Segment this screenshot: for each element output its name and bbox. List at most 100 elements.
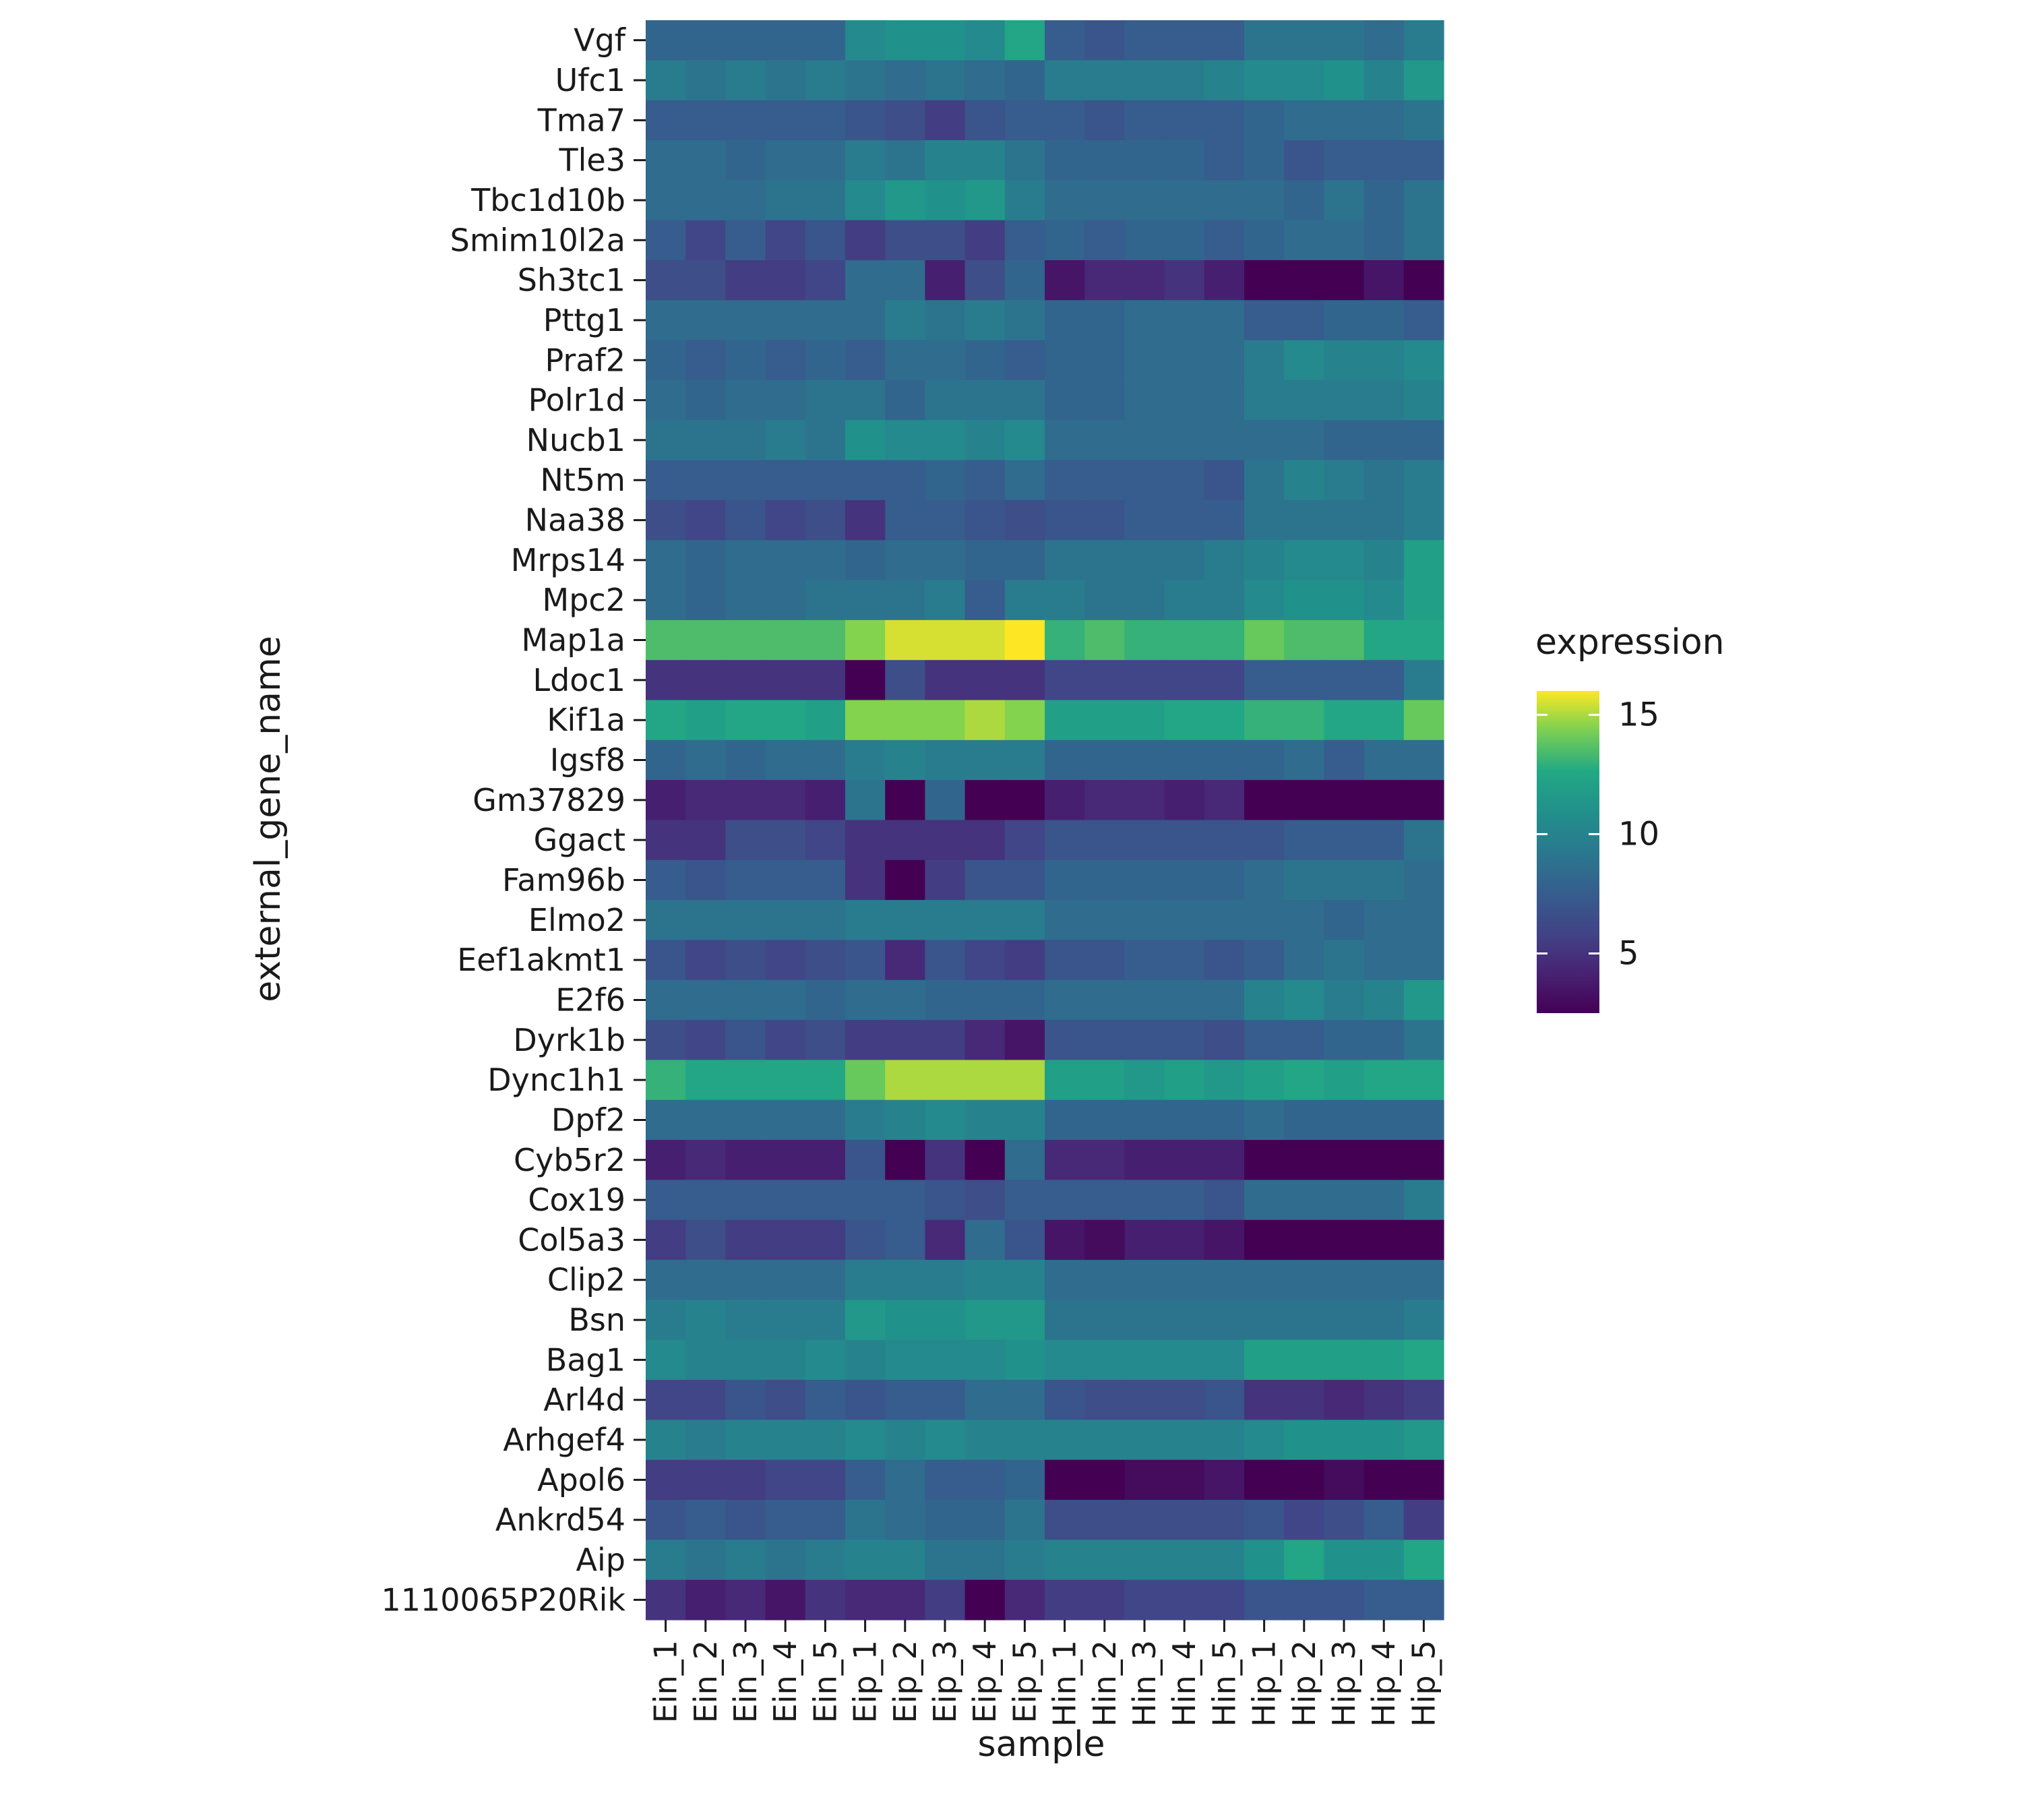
heatmap-cell: [1204, 780, 1245, 821]
heatmap-cell: [1045, 420, 1085, 461]
heatmap-cell: [885, 1260, 925, 1301]
heatmap-cell: [845, 940, 886, 981]
y-tick-label: Ankrd54: [495, 1502, 625, 1538]
heatmap-cell: [1244, 140, 1285, 181]
heatmap-cell: [805, 820, 846, 861]
heatmap-cell: [1084, 1420, 1125, 1461]
heatmap-cell: [1364, 1180, 1405, 1221]
heatmap-cell: [1124, 900, 1165, 941]
heatmap-cell: [925, 700, 966, 741]
heatmap-cell: [685, 300, 726, 341]
heatmap-cell: [845, 580, 886, 621]
heatmap-cell: [1284, 660, 1324, 701]
heatmap-cell: [1084, 460, 1125, 501]
heatmap-cell: [1204, 900, 1245, 941]
heatmap-cell: [765, 1459, 806, 1500]
heatmap-cell: [805, 1339, 846, 1381]
heatmap-cell: [1004, 1500, 1045, 1540]
heatmap-cell: [1004, 1540, 1045, 1581]
heatmap-cell: [1403, 739, 1444, 781]
heatmap-cell: [1244, 460, 1285, 501]
heatmap-cell: [885, 1459, 925, 1500]
heatmap-cell: [1204, 1300, 1245, 1341]
heatmap-cell: [1164, 1380, 1205, 1420]
heatmap-cell: [765, 820, 806, 861]
heatmap-cell: [925, 220, 966, 261]
heatmap-cell: [1084, 580, 1125, 621]
y-tick-label: Bag1: [546, 1341, 625, 1378]
heatmap-cell: [805, 540, 846, 581]
heatmap-cell: [1084, 859, 1125, 901]
heatmap-cell: [685, 20, 726, 61]
heatmap-cell: [1364, 660, 1405, 701]
heatmap-cell: [805, 1219, 846, 1261]
heatmap-cell: [1364, 340, 1405, 381]
heatmap-cell: [1084, 1020, 1125, 1061]
heatmap-cell: [1084, 1579, 1125, 1620]
heatmap-cell: [765, 260, 806, 301]
heatmap-cell: [805, 900, 846, 941]
heatmap-cell: [845, 900, 886, 941]
heatmap-cell: [685, 180, 726, 221]
heatmap-cell: [725, 1099, 766, 1141]
heatmap-cell: [1045, 1459, 1085, 1500]
heatmap-cell: [1204, 739, 1245, 781]
y-tick-label: Praf2: [545, 342, 626, 378]
heatmap-cell: [1204, 1260, 1245, 1301]
heatmap-cell: [1045, 700, 1085, 741]
heatmap-cell: [1004, 140, 1045, 181]
y-tick-label: Dyrk1b: [513, 1022, 625, 1058]
heatmap-cell: [1324, 580, 1365, 621]
heatmap-cell: [725, 739, 766, 781]
heatmap-cell: [1124, 619, 1165, 661]
heatmap-cell: [1284, 1180, 1324, 1221]
heatmap-cell: [765, 1380, 806, 1420]
heatmap-cell: [1084, 1339, 1125, 1381]
heatmap-cell: [1164, 1459, 1205, 1500]
heatmap-cell: [1364, 499, 1405, 541]
heatmap-cell: [925, 940, 966, 981]
heatmap-cell: [1004, 619, 1045, 661]
heatmap-cell: [1045, 1540, 1085, 1581]
heatmap-cell: [646, 100, 686, 141]
x-tick-label: Eip_5: [1006, 1640, 1043, 1723]
heatmap-cell: [1403, 420, 1444, 461]
heatmap-cell: [964, 739, 1006, 781]
heatmap-cell: [725, 780, 766, 821]
heatmap-cell: [1403, 460, 1444, 501]
heatmap-cell: [765, 460, 806, 501]
heatmap-cell: [646, 340, 686, 381]
heatmap-cell: [1204, 979, 1245, 1021]
heatmap-cell: [1284, 20, 1324, 61]
x-tick-label: Hip_1: [1246, 1640, 1283, 1727]
heatmap-cell: [1244, 1300, 1285, 1341]
heatmap-cell: [1244, 660, 1285, 701]
heatmap-cell: [1244, 260, 1285, 301]
heatmap-cell: [1124, 100, 1165, 141]
heatmap-cell: [1324, 739, 1365, 781]
heatmap-cell: [1364, 1060, 1405, 1101]
heatmap-cell: [964, 1260, 1006, 1301]
heatmap-cell: [885, 1219, 925, 1261]
heatmap-cell: [964, 540, 1006, 581]
heatmap-cell: [685, 1300, 726, 1341]
heatmap-cell: [1084, 739, 1125, 781]
heatmap-cell: [1004, 60, 1045, 101]
heatmap-cell: [964, 1500, 1006, 1540]
heatmap-cell: [1004, 940, 1045, 981]
heatmap-cell: [805, 300, 846, 341]
heatmap-cell: [925, 1459, 966, 1500]
heatmap-cell: [845, 140, 886, 181]
heatmap-cell: [685, 1540, 726, 1581]
heatmap-cell: [925, 1420, 966, 1461]
y-tick-label: Cyb5r2: [514, 1142, 625, 1178]
heatmap-cell: [1364, 1260, 1405, 1301]
heatmap-cell: [1324, 499, 1365, 541]
heatmap-cell: [805, 1540, 846, 1581]
heatmap-cell: [1284, 900, 1324, 941]
colorbar-legend: expression 5 10 15: [1535, 622, 1725, 1013]
heatmap-cell: [805, 859, 846, 901]
heatmap-cell: [1004, 20, 1045, 61]
heatmap-cell: [1124, 1260, 1165, 1301]
heatmap-cell: [964, 140, 1006, 181]
